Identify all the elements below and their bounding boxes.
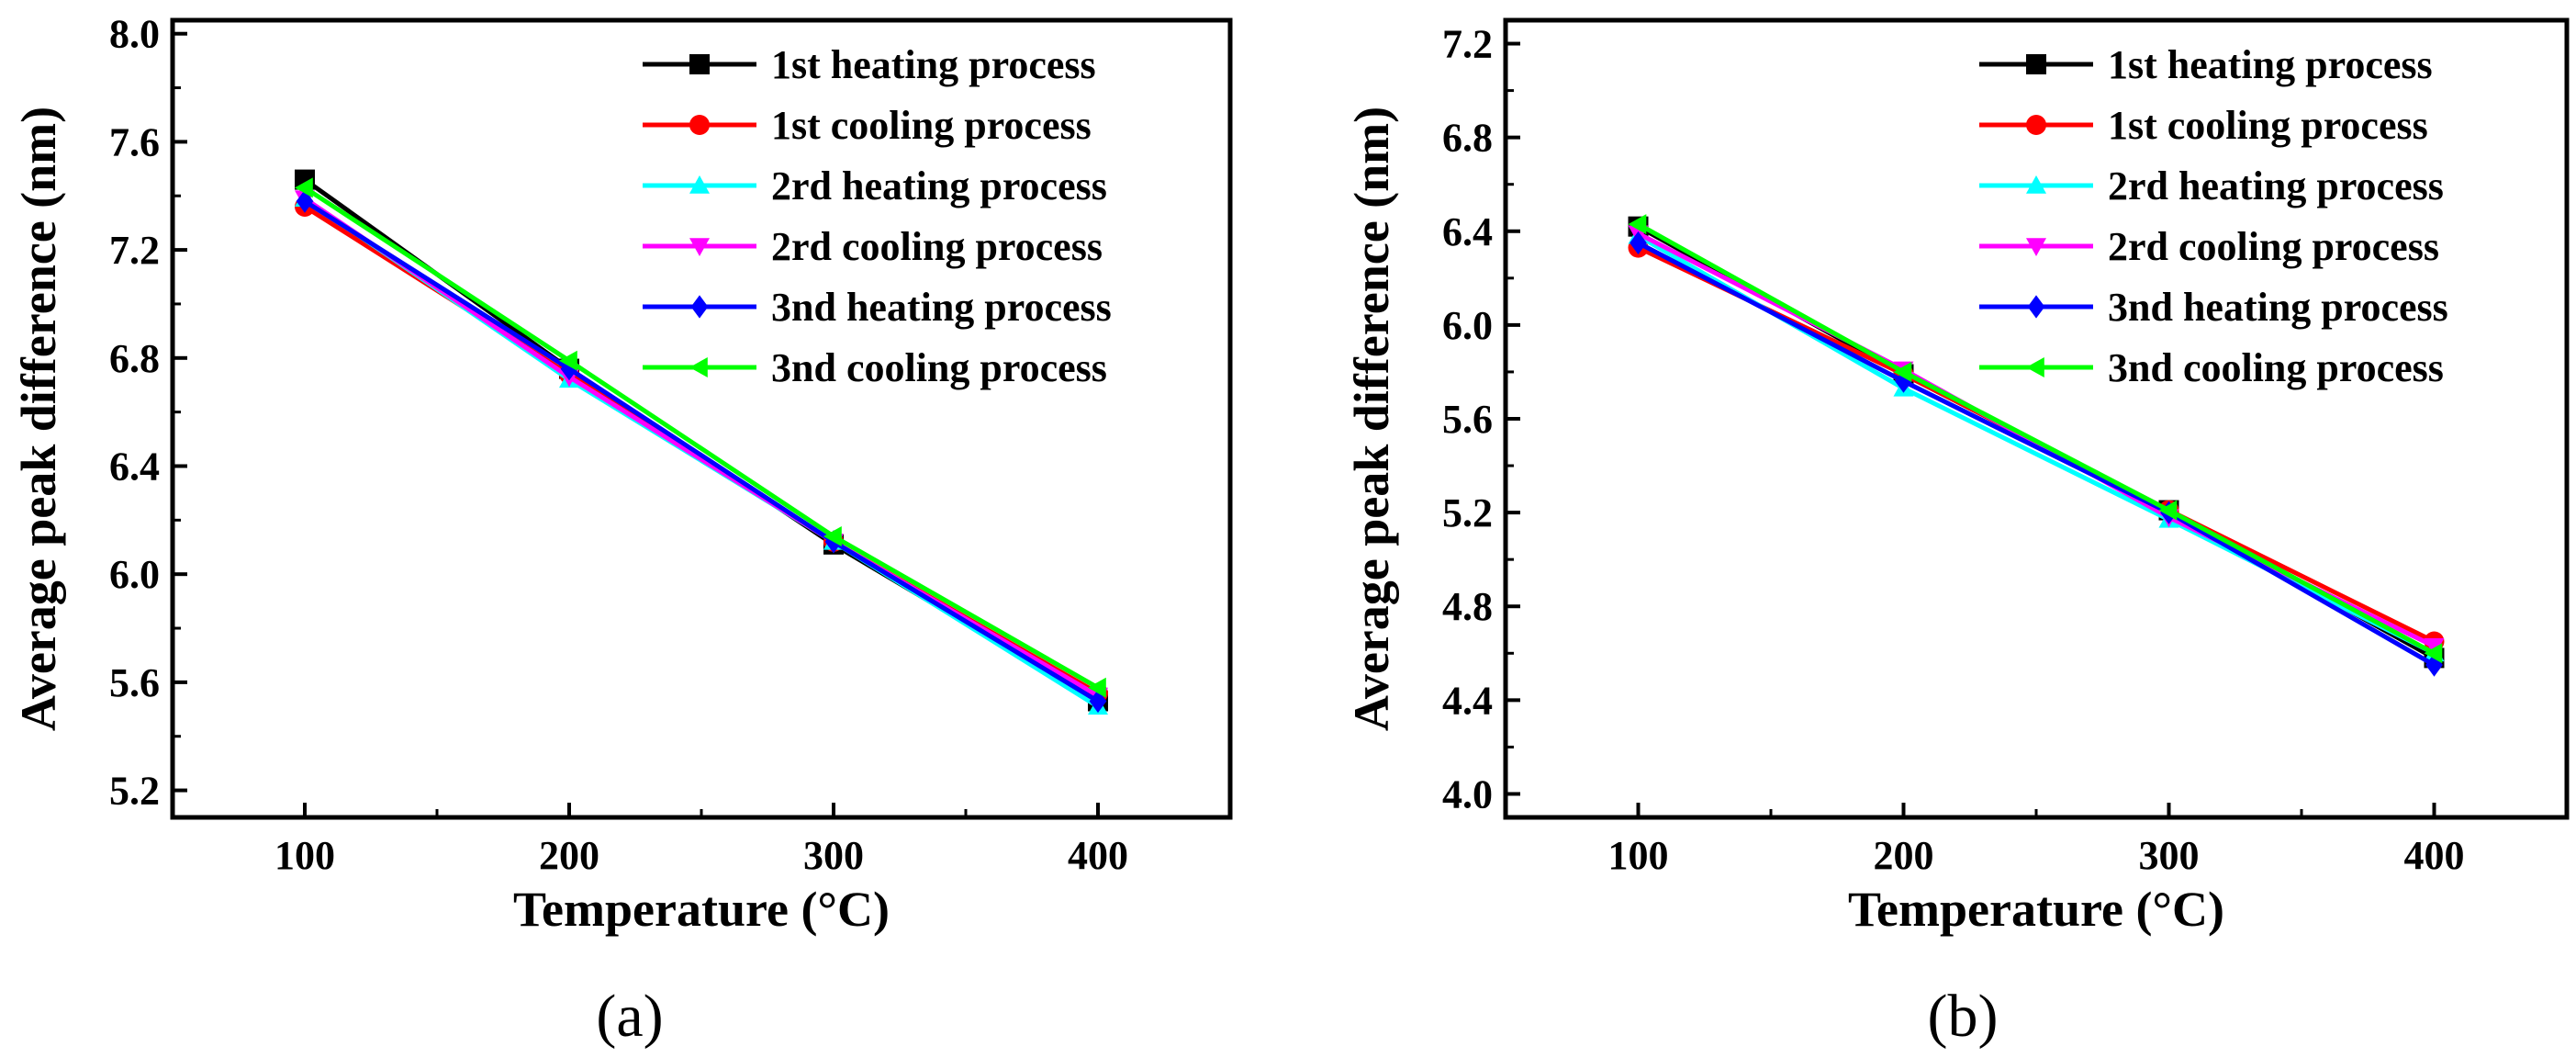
y-tick-label: 4.0: [1442, 771, 1493, 816]
y-axis-title: Average peak difference (nm): [1344, 107, 1399, 731]
legend-marker: [2026, 238, 2046, 256]
legend-label: 1st cooling process: [771, 103, 1092, 148]
panel-label: (a): [596, 983, 663, 1050]
x-tick-label: 400: [1068, 833, 1128, 878]
x-tick-label: 200: [539, 833, 599, 878]
series-line: [1637, 241, 2436, 668]
legend-marker: [689, 54, 710, 74]
legend-label: 2rd heating process: [771, 163, 1107, 208]
series-line: [1637, 221, 2436, 656]
panel-label: (b): [1928, 983, 1999, 1050]
legend-label: 3nd heating process: [771, 285, 1112, 330]
data-point: [1628, 214, 1647, 235]
y-tick-label: 6.4: [1442, 209, 1493, 254]
data-point: [1893, 361, 1912, 382]
chart-panel-a: 5.2 5.6 6.0 6.4 6.8 7.2 7.6 8.0 100 200 300 400 Temp…: [11, 12, 1233, 1050]
y-tick-label: 6.0: [1442, 303, 1493, 348]
legend-marker: [2026, 175, 2046, 194]
data-point: [295, 177, 313, 198]
legend-label: 1st heating process: [771, 42, 1096, 87]
legend-marker: [689, 115, 710, 135]
y-tick-label: 6.0: [109, 552, 160, 597]
y-tick-label: 6.8: [109, 336, 160, 381]
legend-label: 1st heating process: [2108, 42, 2433, 87]
x-axis-title: Temperature (°C): [1848, 882, 2224, 937]
legend-label: 2rd cooling process: [771, 224, 1103, 269]
data-point: [1630, 231, 1647, 255]
x-tick-label: 200: [1874, 833, 1934, 878]
y-tick-label: 7.2: [1442, 22, 1493, 67]
y-tick-label: 4.4: [1442, 678, 1493, 723]
data-point: [2424, 637, 2445, 657]
data-point: [1089, 689, 1107, 714]
y-tick-label: 8.0: [109, 12, 160, 57]
y-tick-label: 5.2: [1442, 490, 1493, 535]
data-point: [823, 525, 842, 546]
legend-label: 2rd heating process: [2108, 163, 2444, 208]
data-point: [1088, 677, 1106, 698]
y-tick-label: 5.6: [109, 660, 160, 705]
series-line: [303, 186, 1100, 690]
legend-marker: [689, 357, 708, 377]
y-tick-label: 4.8: [1442, 584, 1493, 629]
legend-label: 1st cooling process: [2108, 103, 2428, 148]
x-tick-label: 100: [274, 833, 335, 878]
x-axis-title: Temperature (°C): [513, 882, 890, 937]
legend-marker: [2026, 115, 2046, 135]
legend-marker: [689, 238, 710, 256]
legend-marker: [2026, 357, 2044, 377]
y-tick-label: 7.2: [109, 228, 160, 273]
legend-marker: [2026, 54, 2046, 74]
legend-label: 3nd cooling process: [2108, 345, 2444, 390]
y-tick-label: 7.6: [109, 119, 160, 164]
y-tick-label: 6.8: [1442, 116, 1493, 161]
y-tick-label: 6.4: [109, 444, 160, 489]
data-point: [2158, 500, 2178, 521]
x-tick-label: 300: [2139, 833, 2200, 878]
series-line: [303, 199, 1100, 703]
data-point: [559, 350, 577, 371]
data-point: [2424, 643, 2443, 664]
y-axis-title: Average peak difference (nm): [11, 107, 66, 731]
x-tick-label: 100: [1608, 833, 1669, 878]
legend-label: 3nd cooling process: [771, 345, 1107, 390]
x-tick-label: 400: [2404, 833, 2465, 878]
y-tick-label: 5.6: [1442, 397, 1493, 442]
x-tick-label: 300: [803, 833, 864, 878]
chart-panel-b: 4.0 4.4 4.8 5.2 5.6 6.0 6.4 6.8 7.2 100 200 300 400 T…: [1344, 17, 2570, 1050]
y-tick-label: 5.2: [109, 769, 160, 814]
data-point: [560, 356, 578, 381]
legend-label: 2rd cooling process: [2108, 224, 2439, 269]
legend-label: 3nd heating process: [2108, 285, 2448, 330]
legend-marker: [2027, 295, 2045, 319]
legend-marker: [689, 175, 710, 194]
legend-marker: [690, 295, 709, 319]
